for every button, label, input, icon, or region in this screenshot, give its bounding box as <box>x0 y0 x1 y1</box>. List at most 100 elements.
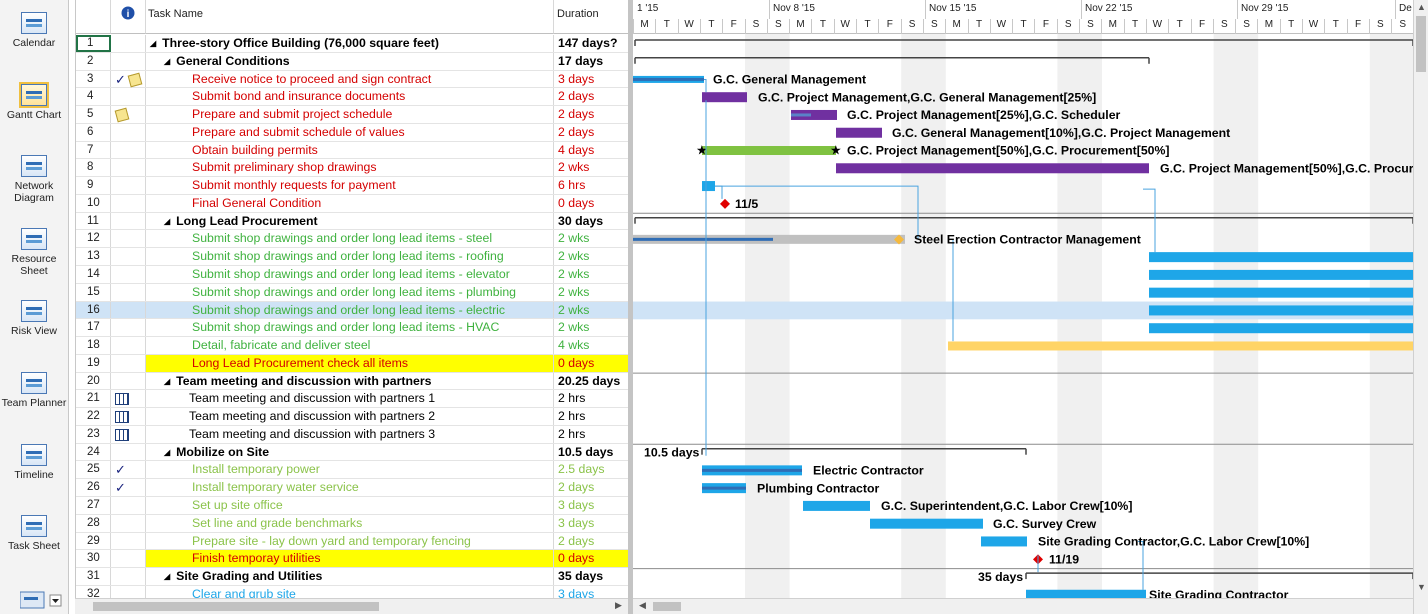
duration-cell[interactable]: 20.25 days <box>558 373 621 388</box>
table-row[interactable]: 2 ◢ General Conditions 17 days <box>76 52 629 71</box>
duration-cell[interactable]: 0 days <box>554 550 629 568</box>
table-horizontal-scrollbar[interactable]: ▶ <box>75 598 628 614</box>
collapse-triangle-icon[interactable]: ◢ <box>164 376 171 386</box>
duration-cell[interactable]: 2 hrs <box>558 391 586 406</box>
row-number[interactable]: 3 <box>76 70 111 88</box>
task-name-cell[interactable]: Submit shop drawings and order long lead… <box>146 230 554 248</box>
view-gantt-chart[interactable]: Gantt Chart <box>0 82 68 121</box>
task-name-cell[interactable]: Team meeting and discussion with partner… <box>146 408 554 425</box>
table-row[interactable]: 10 Final General Condition 0 days <box>76 194 629 213</box>
row-number[interactable]: 12 <box>76 230 111 248</box>
duration-cell[interactable]: 6 hrs <box>558 178 586 193</box>
task-name-cell[interactable]: Long Lead Procurement check all items <box>146 354 554 372</box>
row-number[interactable]: 17 <box>76 319 111 337</box>
duration-cell[interactable]: 17 days <box>558 53 604 68</box>
task-name-cell[interactable]: Set up site office <box>146 497 554 514</box>
row-number[interactable]: 22 <box>76 408 111 425</box>
table-row[interactable]: 19 Long Lead Procurement check all items 0… <box>76 354 629 373</box>
scroll-down-arrow-icon[interactable]: ▼ <box>1417 582 1426 592</box>
duration-cell[interactable]: 2 days <box>558 89 595 104</box>
gantt-scroll-thumb[interactable] <box>653 602 681 611</box>
row-number[interactable]: 24 <box>76 443 111 461</box>
table-row[interactable]: 14 Submit shop drawings and order long le… <box>76 266 629 284</box>
scroll-up-arrow-icon[interactable]: ▲ <box>1417 2 1426 12</box>
row-number[interactable]: 8 <box>76 159 111 177</box>
task-name-cell[interactable]: Install temporary power <box>146 461 554 479</box>
note-icon[interactable] <box>114 107 130 123</box>
task-name-cell[interactable]: Prepare and submit schedule of values <box>146 123 554 141</box>
row-number[interactable]: 23 <box>76 425 111 443</box>
duration-cell[interactable]: 2 days <box>558 480 595 495</box>
row-number[interactable]: 29 <box>76 532 111 550</box>
view-network-diagram[interactable]: Network Diagram <box>0 155 68 204</box>
note-icon[interactable] <box>127 72 143 87</box>
task-name-cell[interactable]: Prepare and submit project schedule <box>146 106 554 123</box>
task-name-cell[interactable]: Clear and grub site <box>146 585 554 603</box>
table-row[interactable]: 8 Submit preliminary shop drawings 2 wks <box>76 159 629 178</box>
table-row[interactable]: 9 Submit monthly requests for payment 6 hr… <box>76 177 629 195</box>
table-row[interactable]: 20 ◢ Team meeting and discussion with part… <box>76 372 629 391</box>
task-name-cell[interactable]: Team meeting and discussion with partner… <box>146 390 554 408</box>
table-scroll-thumb[interactable] <box>93 602 379 611</box>
table-row[interactable]: 6 Prepare and submit schedule of values 2 … <box>76 123 629 142</box>
table-row[interactable]: 28 Set line and grade benchmarks 3 days <box>76 514 629 533</box>
task-name-cell[interactable]: Submit shop drawings and order long lead… <box>146 319 554 337</box>
duration-cell[interactable]: 10.5 days <box>558 444 614 459</box>
task-name-cell[interactable]: ◢ Site Grading and Utilities <box>146 568 554 585</box>
duration-cell[interactable]: 30 days <box>558 213 604 228</box>
table-row[interactable]: 12 Submit shop drawings and order long le… <box>76 230 629 249</box>
task-name-cell[interactable]: ◢ Team meeting and discussion with partne… <box>146 372 554 390</box>
gantt-scroll-left-arrow-icon[interactable]: ◀ <box>639 600 646 610</box>
table-row[interactable]: 17 Submit shop drawings and order long le… <box>76 319 629 338</box>
table-row[interactable]: 21 Team meeting and discussion with partn… <box>76 390 629 409</box>
row-number[interactable]: 13 <box>76 248 111 265</box>
view-bar-more-button[interactable] <box>19 590 64 610</box>
duration-cell[interactable]: 2 hrs <box>558 409 586 424</box>
row-number[interactable]: 30 <box>76 550 111 568</box>
task-name-cell[interactable]: Receive notice to proceed and sign contr… <box>146 70 554 88</box>
row-number[interactable]: 28 <box>76 514 111 532</box>
table-row[interactable]: 24 ◢ Mobilize on Site 10.5 days <box>76 443 629 462</box>
view-timeline[interactable]: Timeline <box>0 444 68 481</box>
view-task-sheet[interactable]: Task Sheet <box>0 515 68 552</box>
duration-cell[interactable]: 4 wks <box>558 338 590 353</box>
duration-cell[interactable]: 0 days <box>558 195 595 210</box>
task-name-cell[interactable]: ◢ Mobilize on Site <box>146 443 554 461</box>
view-resource-sheet[interactable]: Resource Sheet <box>0 228 68 277</box>
row-number[interactable]: 5 <box>76 106 111 123</box>
table-row[interactable]: 1 ◢ Three-story Office Building (76,000 sq… <box>76 35 629 53</box>
task-name-cell[interactable]: Prepare site - lay down yard and tempora… <box>146 532 554 550</box>
gantt-horizontal-scrollbar[interactable]: ◀ <box>633 598 1413 614</box>
duration-cell[interactable]: 2 hrs <box>558 426 586 441</box>
task-name-cell[interactable]: Set line and grade benchmarks <box>146 514 554 532</box>
row-number[interactable]: 2 <box>76 52 111 70</box>
table-row[interactable]: 23 Team meeting and discussion with partn… <box>76 425 629 444</box>
table-row[interactable]: 26 ✓ Install temporary water service 2 days <box>76 479 629 498</box>
duration-cell[interactable]: 35 days <box>558 569 604 584</box>
duration-cell[interactable]: 2.5 days <box>558 462 605 477</box>
task-name-cell[interactable]: Team meeting and discussion with partner… <box>146 425 554 443</box>
duration-header[interactable]: Duration <box>554 0 629 34</box>
table-row[interactable]: 18 Detail, fabricate and deliver steel 4 w… <box>76 337 629 355</box>
row-number[interactable]: 25 <box>76 461 111 479</box>
task-name-cell[interactable]: Install temporary water service <box>146 479 554 497</box>
duration-cell[interactable]: 2 days <box>558 533 595 548</box>
duration-cell[interactable]: 0 days <box>554 354 629 372</box>
row-number[interactable]: 15 <box>76 283 111 301</box>
row-number[interactable]: 10 <box>76 194 111 212</box>
duration-cell[interactable]: 3 days <box>558 515 595 530</box>
row-number[interactable]: 9 <box>76 177 111 194</box>
task-name-cell[interactable]: Submit shop drawings and order long lead… <box>146 301 554 319</box>
table-row[interactable]: 30 Finish temporay utilities 0 days <box>76 550 629 569</box>
row-number[interactable]: 16 <box>76 301 111 319</box>
duration-cell[interactable]: 3 days <box>558 586 595 601</box>
task-name-cell[interactable]: Submit bond and insurance documents <box>146 88 554 106</box>
duration-cell[interactable]: 4 days <box>558 142 595 157</box>
table-row[interactable]: 27 Set up site office 3 days <box>76 497 629 515</box>
duration-cell[interactable]: 2 wks <box>558 302 590 317</box>
duration-cell[interactable]: 3 days <box>558 498 595 513</box>
vertical-scroll-thumb[interactable] <box>1416 16 1426 72</box>
view-risk-view[interactable]: Risk View <box>0 300 68 337</box>
table-row[interactable]: 25 ✓ Install temporary power 2.5 days <box>76 461 629 480</box>
row-number[interactable]: 14 <box>76 266 111 283</box>
